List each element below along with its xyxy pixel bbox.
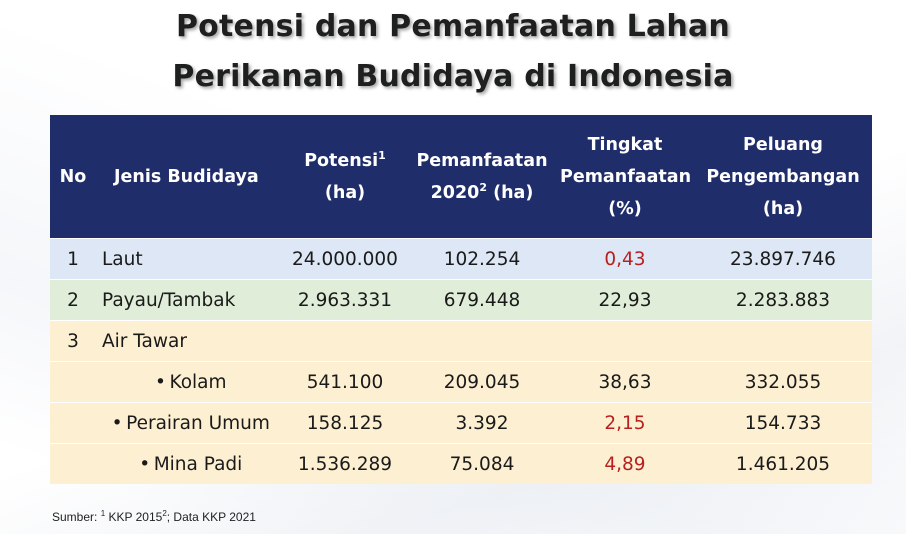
- header-tingkat-line-2: Pemanfaatan: [560, 166, 692, 187]
- cell-no: 2: [50, 279, 96, 321]
- header-peluang-line-1: Peluang: [743, 134, 823, 155]
- cell-peluang: [694, 320, 872, 362]
- header-tingkat-unit: (%): [608, 198, 642, 219]
- cell-potensi: 24.000.000: [282, 238, 408, 280]
- header-pemanfaatan: Pemanfaatan 20202 (ha): [408, 115, 556, 239]
- cell-potensi: 158.125: [282, 402, 408, 444]
- header-potensi: Potensi1 (ha): [282, 115, 408, 239]
- bullet-icon: •: [111, 412, 123, 434]
- header-pemanfaatan-year: 2020: [430, 182, 480, 203]
- cell-peluang: 23.897.746: [694, 238, 872, 280]
- header-tingkat-pemanfaatan: Tingkat Pemanfaatan (%): [556, 115, 694, 239]
- table-row-laut: 1 Laut 24.000.000 102.254 0,43 23.897.74…: [50, 238, 872, 280]
- cell-jenis: Payau/Tambak: [96, 279, 282, 321]
- cell-peluang: 1.461.205: [694, 443, 872, 484]
- header-peluang-line-2: Pengembangan: [706, 166, 860, 187]
- bullet-icon: •: [155, 371, 166, 393]
- tingkat-value-highlight: 4,89: [604, 453, 646, 475]
- header-pemanfaatan-unit: (ha): [487, 182, 534, 203]
- cell-jenis: • Kolam: [96, 361, 282, 403]
- cell-no: [50, 443, 96, 484]
- page-title: Potensi dan Pemanfaatan Lahan Perikanan …: [0, 2, 906, 102]
- bullet-icon: •: [139, 453, 151, 475]
- source-note: Sumber: 1 KKP 20152; Data KKP 2021: [52, 509, 256, 525]
- cell-potensi: 1.536.289: [282, 443, 408, 484]
- source-prefix: Sumber:: [52, 510, 101, 524]
- cell-jenis-label: Kolam: [169, 371, 227, 393]
- source-part-2: ; Data KKP 2021: [166, 510, 256, 524]
- source-part-1: KKP 2015: [105, 510, 163, 524]
- table-row-air-tawar: 3 Air Tawar: [50, 320, 872, 362]
- cell-pemanfaatan: 3.392: [408, 402, 556, 444]
- cell-jenis-label: Perairan Umum: [126, 412, 270, 434]
- cell-no: 1: [50, 238, 96, 280]
- header-potensi-footnote: 1: [378, 148, 386, 162]
- cell-no: [50, 361, 96, 403]
- cell-peluang: 332.055: [694, 361, 872, 403]
- data-table: No Jenis Budidaya Potensi1 (ha) Pemanfaa…: [50, 115, 872, 484]
- header-pemanfaatan-label: Pemanfaatan: [416, 150, 548, 171]
- cell-pemanfaatan: [408, 320, 556, 362]
- cell-no: 3: [50, 320, 96, 362]
- cell-peluang: 154.733: [694, 402, 872, 444]
- header-no: No: [50, 115, 96, 239]
- header-peluang-pengembangan: Peluang Pengembangan (ha): [694, 115, 872, 239]
- header-pemanfaatan-footnote: 2: [479, 180, 487, 194]
- cell-tingkat: [556, 320, 694, 362]
- cell-tingkat: 22,93: [556, 279, 694, 321]
- table-header-row: No Jenis Budidaya Potensi1 (ha) Pemanfaa…: [50, 115, 872, 239]
- tingkat-value-highlight: 0,43: [604, 248, 646, 270]
- cell-peluang: 2.283.883: [694, 279, 872, 321]
- source-footnote-2: 2: [162, 509, 167, 518]
- cell-jenis: Air Tawar: [96, 320, 282, 362]
- cell-pemanfaatan: 75.084: [408, 443, 556, 484]
- table-row-payau-tambak: 2 Payau/Tambak 2.963.331 679.448 22,93 2…: [50, 279, 872, 321]
- table-row-perairan-umum: • Perairan Umum 158.125 3.392 2,15 154.73…: [50, 402, 872, 444]
- table-row-mina-padi: • Mina Padi 1.536.289 75.084 4,89 1.461.2…: [50, 443, 872, 484]
- tingkat-value-highlight: 2,15: [604, 412, 646, 434]
- header-peluang-unit: (ha): [762, 198, 804, 219]
- cell-tingkat: 4,89: [556, 443, 694, 484]
- cell-tingkat: 2,15: [556, 402, 694, 444]
- cell-potensi: 2.963.331: [282, 279, 408, 321]
- table-row-kolam: • Kolam 541.100 209.045 38,63 332.055: [50, 361, 872, 403]
- header-tingkat-line-1: Tingkat: [587, 134, 663, 155]
- header-jenis-budidaya: Jenis Budidaya: [96, 115, 282, 239]
- cell-jenis-label: Mina Padi: [153, 453, 243, 475]
- title-line-1: Potensi dan Pemanfaatan Lahan: [176, 9, 730, 44]
- source-footnote-1: 1: [100, 509, 106, 518]
- cell-potensi: [282, 320, 408, 362]
- cell-jenis: Laut: [96, 238, 282, 280]
- cell-no: [50, 402, 96, 444]
- cell-pemanfaatan: 209.045: [408, 361, 556, 403]
- header-potensi-unit: (ha): [324, 182, 366, 203]
- cell-pemanfaatan: 679.448: [408, 279, 556, 321]
- title-line-2: Perikanan Budidaya di Indonesia: [172, 59, 734, 94]
- cell-potensi: 541.100: [282, 361, 408, 403]
- cell-jenis: • Perairan Umum: [96, 402, 282, 444]
- cell-pemanfaatan: 102.254: [408, 238, 556, 280]
- header-potensi-label: Potensi: [304, 150, 379, 171]
- cell-tingkat: 38,63: [556, 361, 694, 403]
- cell-tingkat: 0,43: [556, 238, 694, 280]
- cell-jenis: • Mina Padi: [96, 443, 282, 484]
